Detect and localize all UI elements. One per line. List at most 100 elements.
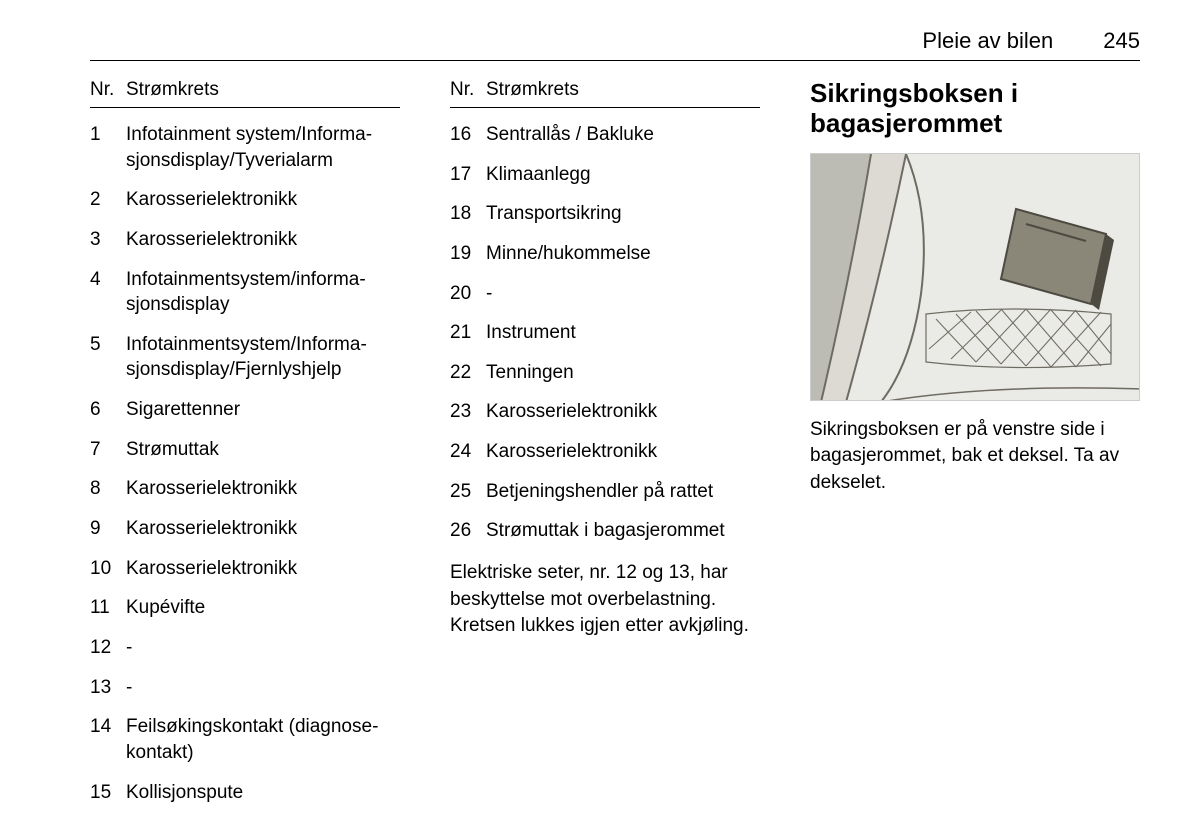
table-row: 12-	[90, 631, 400, 671]
table-row: 5Infotainmentsystem/Informa­sjonsdisplay…	[90, 328, 400, 393]
cell-nr: 4	[90, 267, 126, 293]
cell-circuit: Infotainmentsystem/informa­sjonsdisplay	[126, 267, 400, 318]
table-row: 26Strømuttak i bagasjerommet	[450, 514, 760, 554]
cell-nr: 14	[90, 714, 126, 740]
column-1: Nr. Strømkrets 1Infotainment system/Info…	[90, 79, 400, 815]
table-body-left: 1Infotainment system/Informa­sjonsdispla…	[90, 118, 400, 815]
th-nr: Nr.	[450, 79, 486, 101]
content-columns: Nr. Strømkrets 1Infotainment system/Info…	[90, 79, 1140, 815]
cell-circuit: Instrument	[486, 320, 760, 346]
cell-nr: 15	[90, 780, 126, 806]
cell-circuit: Strømuttak	[126, 437, 400, 463]
table-row: 1Infotainment system/Informa­sjonsdispla…	[90, 118, 400, 183]
cell-circuit: Betjeningshendler på rattet	[486, 479, 760, 505]
cell-nr: 1	[90, 122, 126, 148]
cell-circuit: Klimaanlegg	[486, 162, 760, 188]
cell-nr: 9	[90, 516, 126, 542]
table-row: 16Sentrallås / Bakluke	[450, 118, 760, 158]
table-row: 15Kollisjonspute	[90, 776, 400, 815]
table-row: 19Minne/hukommelse	[450, 237, 760, 277]
cell-circuit: Karosserielektronikk	[126, 476, 400, 502]
cell-nr: 26	[450, 518, 486, 544]
table-row: 23Karosserielektronikk	[450, 395, 760, 435]
cell-circuit: Kupévifte	[126, 595, 400, 621]
cell-circuit: Tenningen	[486, 360, 760, 386]
cell-circuit: Karosserielektronikk	[486, 439, 760, 465]
column-2: Nr. Strømkrets 16Sentrallås / Bakluke17K…	[450, 79, 760, 815]
cell-nr: 18	[450, 201, 486, 227]
th-circuit: Strømkrets	[126, 79, 219, 101]
table-row: 6Sigarettenner	[90, 393, 400, 433]
cell-nr: 5	[90, 332, 126, 358]
fuse-table-left: Nr. Strømkrets 1Infotainment system/Info…	[90, 79, 400, 815]
cell-nr: 11	[90, 595, 126, 621]
cell-nr: 19	[450, 241, 486, 267]
cell-nr: 6	[90, 397, 126, 423]
cell-circuit: -	[486, 281, 760, 307]
cell-circuit: Feilsøkingskontakt (diagnose­kontakt)	[126, 714, 400, 765]
fusebox-heading: Sikringsboksen i bagasjerommet	[810, 79, 1140, 139]
cell-nr: 2	[90, 187, 126, 213]
cell-nr: 25	[450, 479, 486, 505]
cell-nr: 12	[90, 635, 126, 661]
table-row: 22Tenningen	[450, 356, 760, 396]
cell-nr: 22	[450, 360, 486, 386]
cell-nr: 10	[90, 556, 126, 582]
cell-circuit: Infotainment system/Informa­sjonsdisplay…	[126, 122, 400, 173]
cell-circuit: Infotainmentsystem/Informa­sjonsdisplay/…	[126, 332, 400, 383]
cell-nr: 8	[90, 476, 126, 502]
fusebox-illustration	[810, 153, 1140, 401]
cell-circuit: Sigarettenner	[126, 397, 400, 423]
cell-nr: 20	[450, 281, 486, 307]
cell-nr: 17	[450, 162, 486, 188]
table-row: 13-	[90, 671, 400, 711]
electric-seats-note: Elektriske seter, nr. 12 og 13, har be­s…	[450, 560, 760, 640]
table-row: 20-	[450, 277, 760, 317]
cell-circuit: Transportsikring	[486, 201, 760, 227]
cell-circuit: Strømuttak i bagasjerommet	[486, 518, 760, 544]
table-row: 14Feilsøkingskontakt (diagnose­kontakt)	[90, 710, 400, 775]
table-row: 3Karosserielektronikk	[90, 223, 400, 263]
th-nr: Nr.	[90, 79, 126, 101]
cell-nr: 3	[90, 227, 126, 253]
table-header: Nr. Strømkrets	[450, 79, 760, 108]
table-row: 8Karosserielektronikk	[90, 472, 400, 512]
cell-circuit: -	[126, 635, 400, 661]
table-header: Nr. Strømkrets	[90, 79, 400, 108]
table-row: 25Betjeningshendler på rattet	[450, 475, 760, 515]
section-title: Pleie av bilen	[922, 28, 1053, 54]
table-row: 9Karosserielektronikk	[90, 512, 400, 552]
th-circuit: Strømkrets	[486, 79, 579, 101]
manual-page: Pleie av bilen 245 Nr. Strømkrets 1Infot…	[0, 0, 1200, 802]
table-row: 2Karosserielektronikk	[90, 183, 400, 223]
table-row: 4Infotainmentsystem/informa­sjonsdisplay	[90, 263, 400, 328]
cell-circuit: -	[126, 675, 400, 701]
cell-nr: 7	[90, 437, 126, 463]
cell-circuit: Kollisjonspute	[126, 780, 400, 806]
page-header: Pleie av bilen 245	[90, 28, 1140, 61]
cell-nr: 16	[450, 122, 486, 148]
cell-nr: 23	[450, 399, 486, 425]
cell-circuit: Karosserielektronikk	[126, 187, 400, 213]
table-body-right: 16Sentrallås / Bakluke17Klimaanlegg18Tra…	[450, 118, 760, 554]
fusebox-caption: Sikringsboksen er på venstre side i baga…	[810, 417, 1140, 497]
table-row: 7Strømuttak	[90, 433, 400, 473]
fusebox-svg	[811, 154, 1140, 401]
cell-nr: 21	[450, 320, 486, 346]
fuse-table-right: Nr. Strømkrets 16Sentrallås / Bakluke17K…	[450, 79, 760, 554]
column-3: Sikringsboksen i bagasjerommet	[810, 79, 1140, 815]
cell-circuit: Karosserielektronikk	[126, 227, 400, 253]
page-number: 245	[1103, 28, 1140, 54]
table-row: 18Transportsikring	[450, 197, 760, 237]
table-row: 21Instrument	[450, 316, 760, 356]
table-row: 11Kupévifte	[90, 591, 400, 631]
table-row: 17Klimaanlegg	[450, 158, 760, 198]
table-row: 24Karosserielektronikk	[450, 435, 760, 475]
cell-circuit: Minne/hukommelse	[486, 241, 760, 267]
cell-circuit: Sentrallås / Bakluke	[486, 122, 760, 148]
cell-circuit: Karosserielektronikk	[126, 556, 400, 582]
cell-nr: 24	[450, 439, 486, 465]
table-row: 10Karosserielektronikk	[90, 552, 400, 592]
cell-nr: 13	[90, 675, 126, 701]
cell-circuit: Karosserielektronikk	[126, 516, 400, 542]
